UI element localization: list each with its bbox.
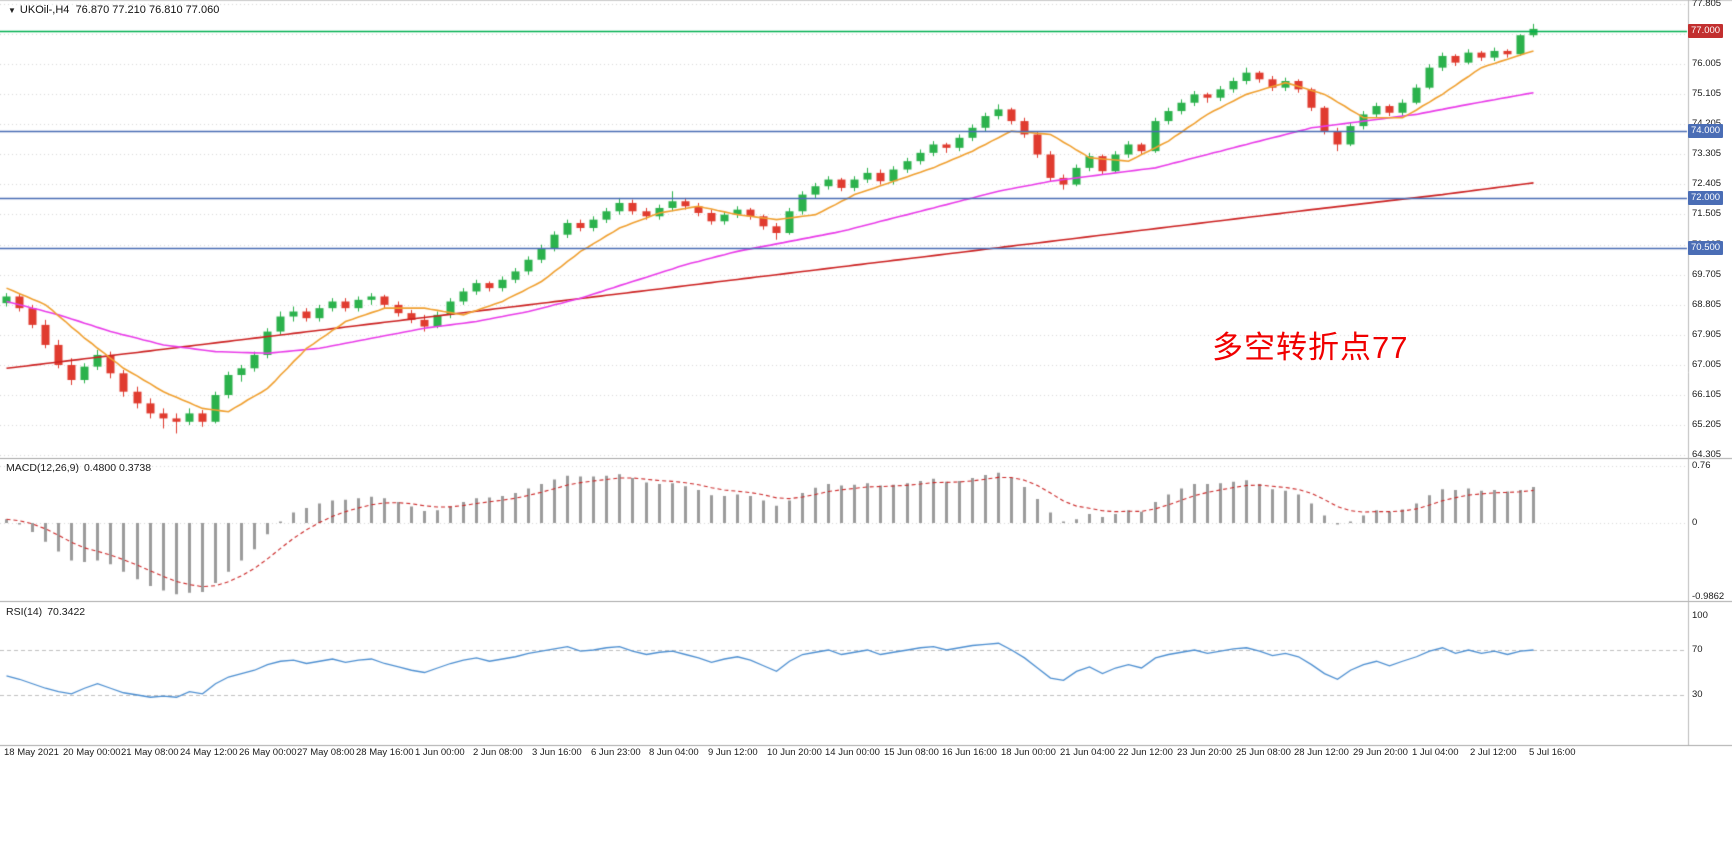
time-axis[interactable] (0, 745, 1732, 763)
price-axis[interactable] (1688, 0, 1732, 745)
